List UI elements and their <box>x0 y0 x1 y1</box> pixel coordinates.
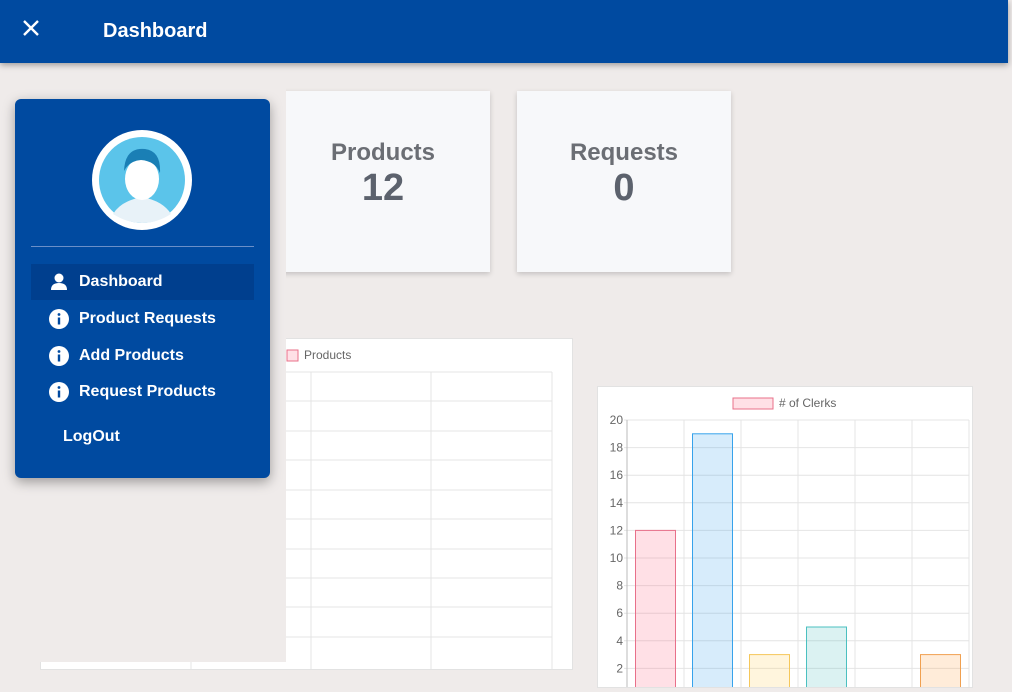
menu-label: Add Products <box>79 347 184 364</box>
y-tick-label: 16 <box>610 468 624 482</box>
requests-card: Requests 0 <box>517 91 731 272</box>
y-tick-label: 8 <box>616 579 623 593</box>
bar <box>749 654 790 692</box>
y-tick-label: 14 <box>610 496 624 510</box>
products-card: Products 12 <box>276 91 490 272</box>
bar <box>692 433 733 692</box>
clerks-chart: # of Clerks 02468101214161820 <box>597 386 973 692</box>
card-label: Products <box>330 139 435 166</box>
clerks-chart-svg: # of Clerks 02468101214161820 <box>610 396 970 692</box>
y-tick-label: 2 <box>616 661 623 675</box>
app-bar: Dashboard <box>0 0 1008 63</box>
legend-label: # of Clerks <box>779 396 836 410</box>
avatar <box>92 130 192 230</box>
bar <box>806 626 847 692</box>
menu-item[interactable]: Add Products <box>31 338 254 374</box>
menu-item[interactable]: Request Products <box>31 374 254 410</box>
y-tick-label: 20 <box>610 413 624 427</box>
logout[interactable]: LogOut <box>63 428 120 445</box>
menu-item[interactable]: Dashboard <box>31 264 254 300</box>
card-value: 0 <box>613 167 635 209</box>
y-tick-label: 10 <box>610 551 624 565</box>
card-value: 12 <box>361 167 405 209</box>
menu-label: Product Requests <box>79 310 216 327</box>
legend-swatch <box>286 349 299 362</box>
y-tick-label: 12 <box>610 523 624 537</box>
close-button[interactable] <box>22 19 40 37</box>
bar <box>635 529 676 692</box>
y-tick-label: 4 <box>616 634 623 648</box>
y-tick-label: 6 <box>616 606 623 620</box>
divider <box>31 246 254 247</box>
card-label: Requests <box>569 139 679 166</box>
sidebar: Dashboard Product Requests Add Products … <box>15 99 270 478</box>
legend-swatch <box>732 397 774 410</box>
legend-label: Products <box>304 348 351 362</box>
y-tick-label: 18 <box>610 441 624 455</box>
menu-item[interactable]: Product Requests <box>31 301 254 337</box>
menu-label: Dashboard <box>79 273 163 290</box>
page-title: Dashboard <box>103 20 208 42</box>
bar <box>920 654 961 692</box>
menu-label: Request Products <box>79 383 216 400</box>
drawer: Dashboard Product Requests Add Products … <box>0 63 286 662</box>
